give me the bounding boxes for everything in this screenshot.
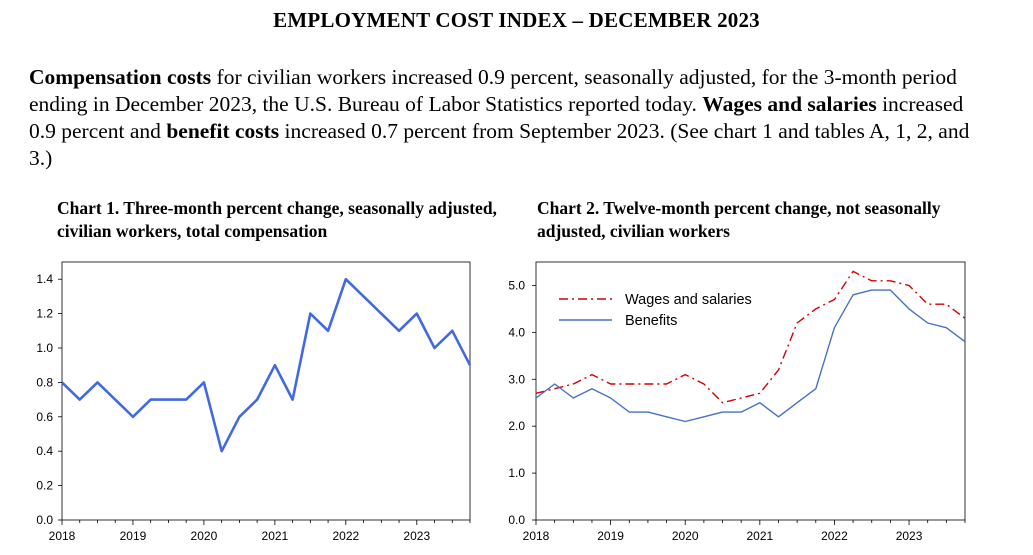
chart-2-x-tick-label: 2022 [821, 529, 848, 543]
chart-1-series-line [61, 277, 472, 453]
chart-2-y-tick-label: 5.0 [508, 278, 525, 292]
chart-1-y-tick-label: 0.4 [36, 444, 53, 458]
chart-2-x-tick-label: 2023 [896, 529, 923, 543]
summary-benefits-bold: benefit costs [166, 119, 280, 143]
summary-text-1: for civilian workers increased 0.9 perce… [29, 65, 957, 116]
chart-1-x-tick-label: 2021 [262, 529, 289, 543]
chart-2-x-tick-label: 2020 [672, 529, 699, 543]
chart-1-y-tick-label: 1.4 [36, 272, 53, 286]
chart-2-wages-and-salaries-line [535, 270, 966, 404]
chart-1-x-tick-label: 2022 [332, 529, 359, 543]
chart-1-y-tick-label: 1.0 [36, 341, 53, 355]
summary-compensation-bold: Compensation costs [29, 65, 212, 89]
summary-paragraph: Compensation costs for civilian workers … [29, 64, 989, 172]
chart-2-x-tick-label: 2018 [523, 529, 550, 543]
chart-2-y-tick-label: 2.0 [508, 419, 525, 433]
summary-text-2: increased 0.9 percent and [29, 92, 964, 143]
chart-1-x-tick-label: 2018 [49, 529, 76, 543]
chart-2-y-tick-label: 1.0 [508, 466, 525, 480]
chart-2-y-tick-label: 0.0 [508, 513, 525, 527]
chart-2-benefits-line [535, 289, 966, 423]
summary-wages-bold: Wages and salaries [702, 92, 877, 116]
chart-1-plot-frame [61, 261, 471, 521]
chart-1-y-tick-label: 0.2 [36, 479, 53, 493]
chart-2-legend-label-benefits: Benefits [625, 313, 677, 329]
chart-1-y-tick-label: 1.2 [36, 307, 53, 321]
chart-1-y-tick-label: 0.8 [36, 375, 53, 389]
chart-2-plot-frame [535, 261, 966, 521]
chart-1-x-tick-label: 2020 [191, 529, 218, 543]
chart-1-y-tick-label: 0.0 [36, 513, 53, 527]
chart-2-y-tick-label: 3.0 [508, 372, 525, 386]
chart-1-x-tick-label: 2019 [120, 529, 147, 543]
chart-1-x-tick-label: 2023 [403, 529, 430, 543]
chart-2-x-tick-label: 2019 [597, 529, 624, 543]
chart-2-legend-label-wages-and-salaries: Wages and salaries [625, 292, 752, 308]
page-title: EMPLOYMENT COST INDEX – DECEMBER 2023 [273, 8, 760, 32]
chart-2-title: Chart 2. Twelve-month percent change, no… [537, 198, 941, 241]
chart-1-title: Chart 1. Three-month percent change, sea… [57, 198, 497, 241]
summary-text-3: increased 0.7 percent from September 202… [29, 119, 970, 170]
chart-2-x-tick-label: 2021 [746, 529, 773, 543]
chart-2-y-tick-label: 4.0 [508, 325, 525, 339]
chart-1-y-tick-label: 0.6 [36, 410, 53, 424]
